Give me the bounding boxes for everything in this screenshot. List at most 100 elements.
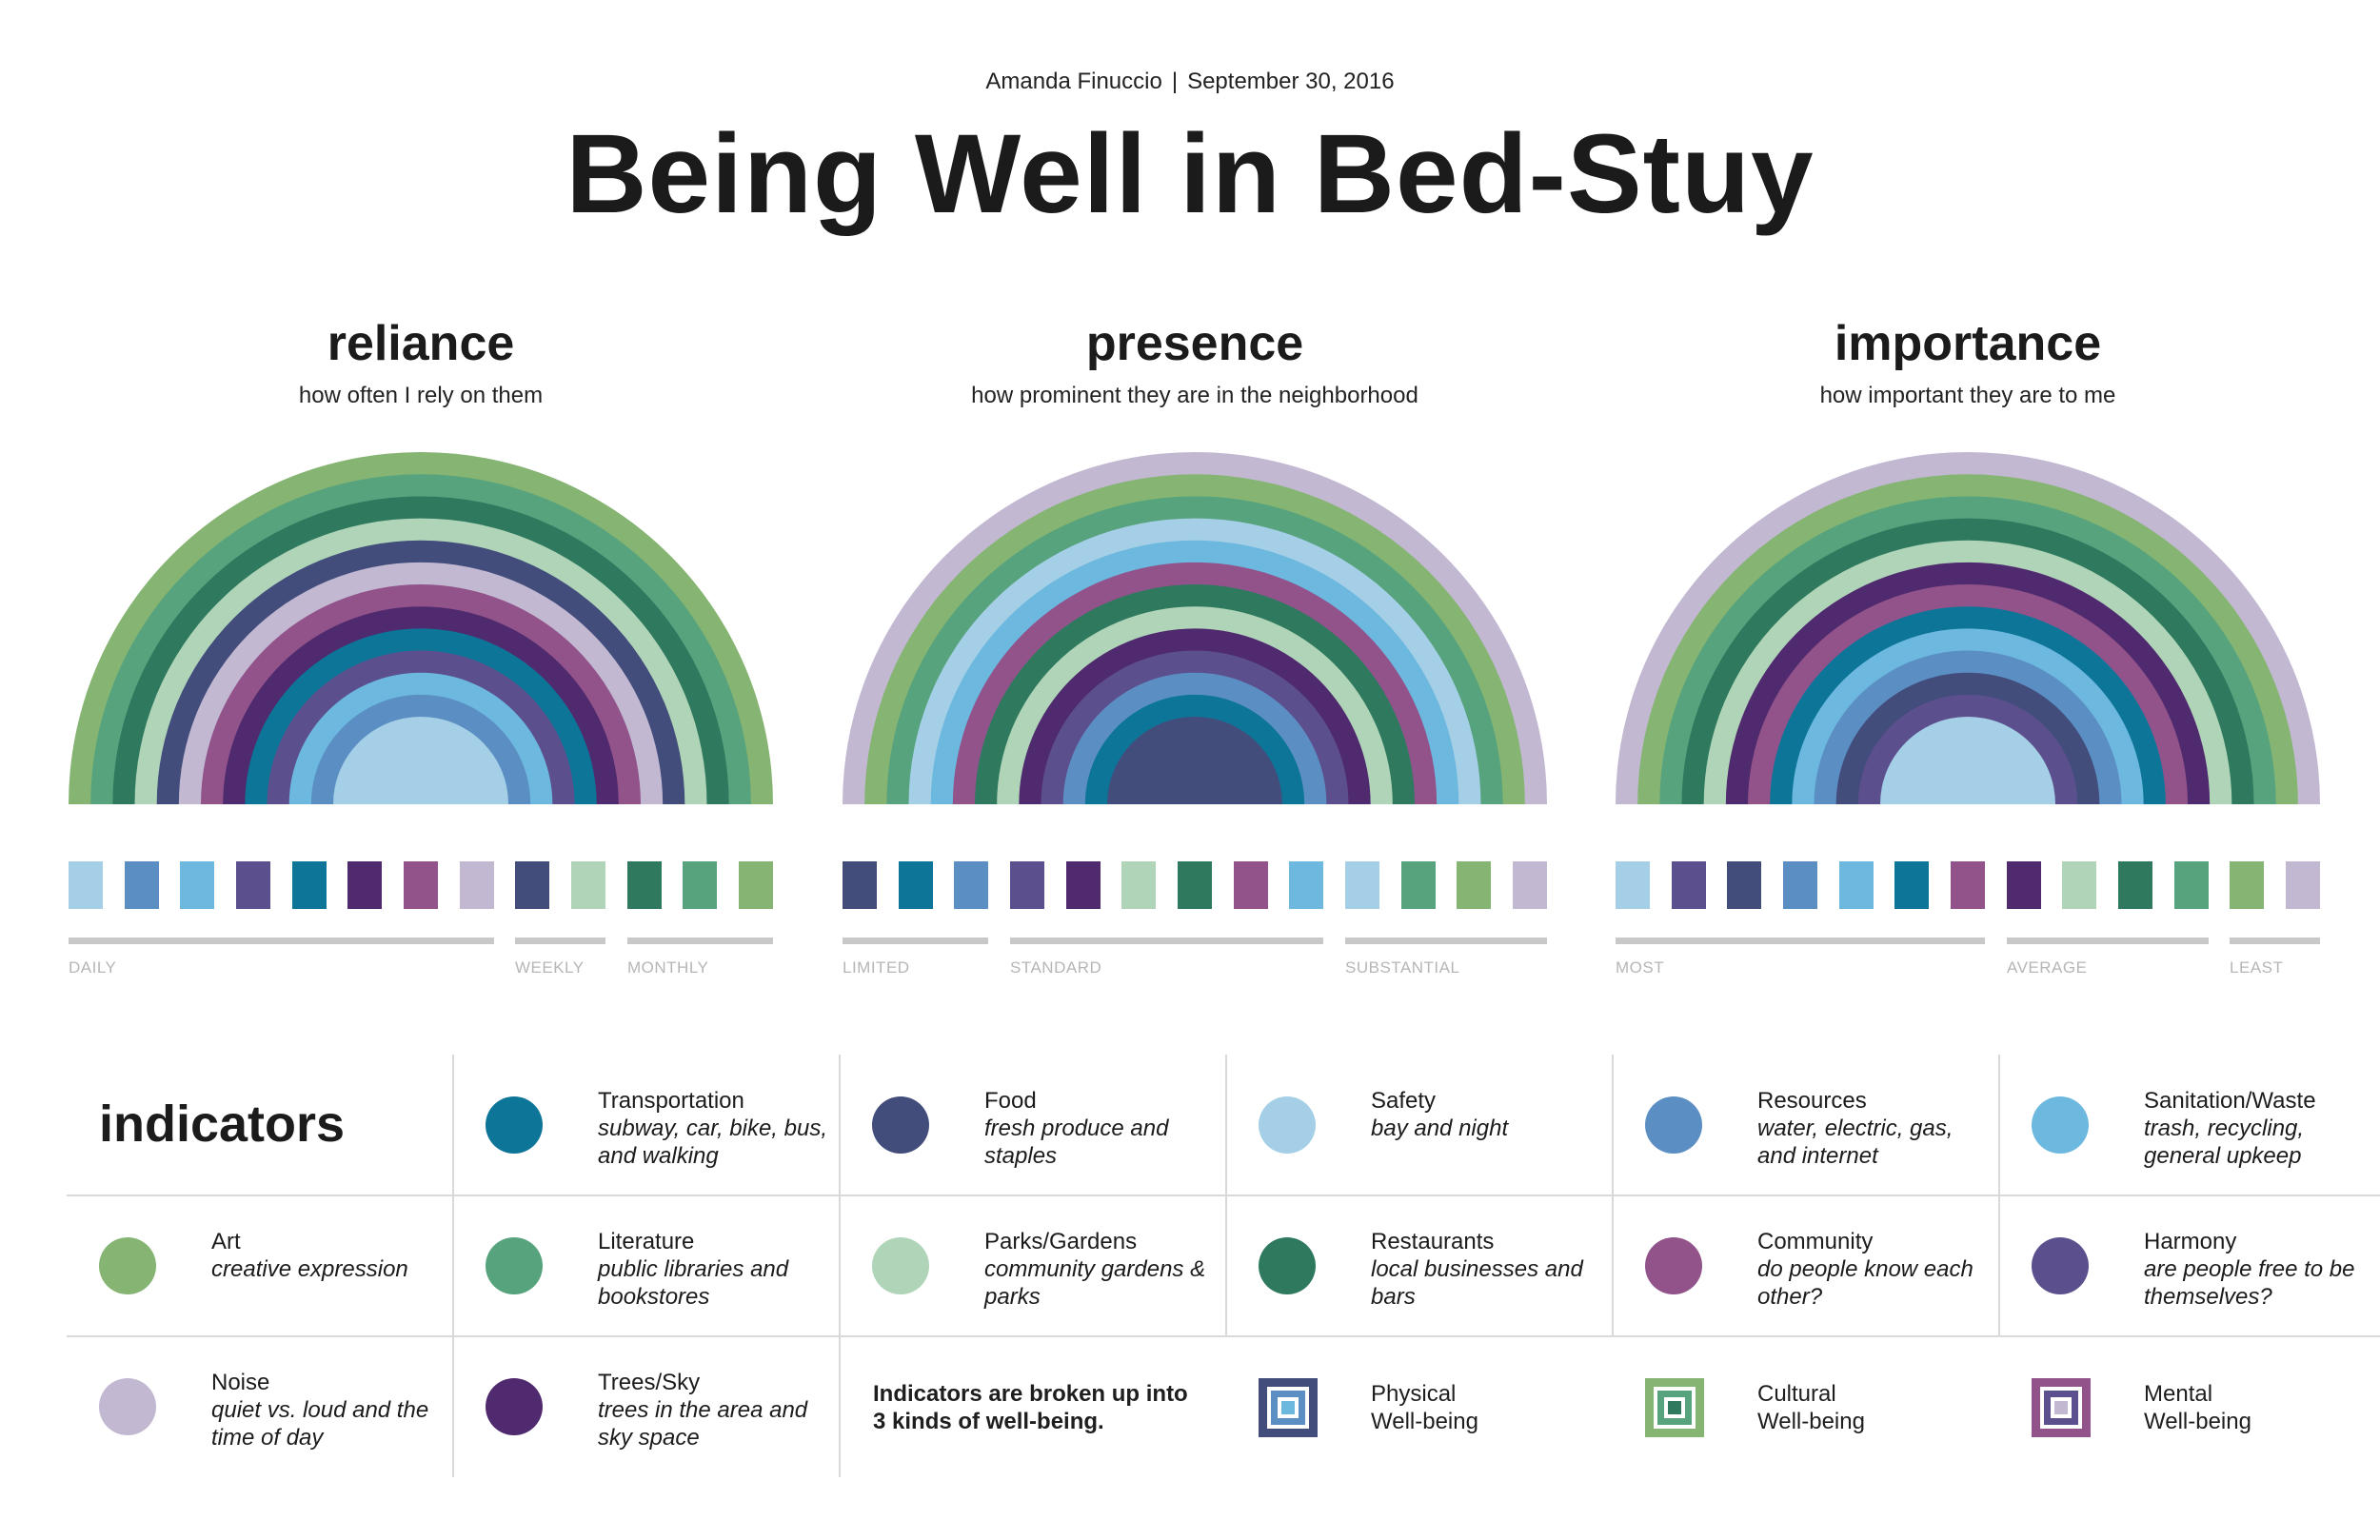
scale-bar — [515, 938, 605, 944]
food-indicator: Food fresh produce and staples — [840, 1055, 1226, 1195]
panel-title: importance — [1834, 316, 2102, 371]
panel-subtitle: how prominent they are in the neighborho… — [971, 383, 1418, 408]
community-swatch — [1951, 861, 1985, 909]
panel-title: presence — [1085, 316, 1304, 371]
indicator-description: trees in the area and sky space — [598, 1397, 808, 1451]
safety-indicator: Safety bay and night — [1226, 1055, 1613, 1195]
scale-bar — [843, 938, 988, 944]
literature-swatch — [1401, 861, 1436, 909]
trees-indicator: Trees/Sky trees in the area and sky space — [453, 1336, 840, 1477]
parks-indicator: Parks/Gardens community gardens & parks — [840, 1195, 1226, 1336]
literature-swatch — [683, 861, 717, 909]
indicator-description: bay and night — [1371, 1116, 1509, 1141]
transportation-dot-icon — [486, 1096, 543, 1154]
indicator-name: Art — [211, 1229, 241, 1254]
indicator-name: Transportation — [598, 1088, 744, 1114]
reliance-panel: reliance how often I rely on them DAILY W… — [69, 314, 773, 990]
community-swatch — [1234, 861, 1268, 909]
scale-label: LEAST — [2230, 958, 2284, 977]
importance-panel: importance how important they are to me … — [1616, 314, 2320, 990]
sanitation-indicator: Sanitation/Waste trash, recycling, genera… — [1999, 1055, 2380, 1195]
scale-label: WEEKLY — [515, 958, 585, 977]
trees-swatch — [347, 861, 382, 909]
byline-separator: | — [1171, 69, 1179, 94]
trees-dot-icon — [486, 1378, 543, 1435]
indicator-description: fresh produce and staples — [984, 1116, 1169, 1169]
indicator-description: public libraries and bookstores — [598, 1256, 789, 1310]
presence-swatch-row — [843, 861, 1547, 909]
food-dot-icon — [872, 1096, 929, 1154]
panel-subtitle: how often I rely on them — [298, 383, 544, 408]
resources-indicator: Resources water, electric, gas, and inter… — [1613, 1055, 1999, 1195]
grid-divider — [67, 1194, 2380, 1196]
mental-wellbeing-icon — [2032, 1378, 2091, 1437]
literature-dot-icon — [486, 1237, 543, 1294]
scale-bar — [1616, 938, 1985, 944]
indicator-name: Literature — [598, 1229, 695, 1254]
indicator-description: local businesses and bars — [1371, 1256, 1583, 1310]
noise-swatch — [460, 861, 494, 909]
panel-title: reliance — [327, 316, 515, 371]
scale-label: STANDARD — [1010, 958, 1102, 977]
resources-dot-icon — [1645, 1096, 1702, 1154]
transportation-swatch — [1894, 861, 1929, 909]
sanitation-swatch — [1839, 861, 1874, 909]
safety-swatch — [69, 861, 103, 909]
indicators-heading-cell: indicators — [67, 1055, 453, 1195]
scale-bar — [69, 938, 494, 944]
sanitation-swatch — [180, 861, 214, 909]
safety-dot-icon — [1259, 1096, 1316, 1154]
byline: Amanda Finuccio | September 30, 2016 — [0, 69, 2380, 95]
cultural-wellbeing-label: Cultural Well-being — [1757, 1381, 1865, 1434]
safety-arc — [333, 717, 508, 804]
art-dot-icon — [99, 1237, 156, 1294]
art-swatch — [739, 861, 773, 909]
author-name: Amanda Finuccio — [985, 69, 1162, 94]
art-swatch — [2230, 861, 2264, 909]
noise-dot-icon — [99, 1378, 156, 1435]
art-indicator: Art creative expression — [67, 1195, 453, 1336]
art-swatch — [1457, 861, 1491, 909]
safety-swatch — [1345, 861, 1379, 909]
safety-arc — [1880, 717, 2055, 804]
indicator-description: do people know each other? — [1757, 1256, 1973, 1310]
scale-label: MOST — [1616, 958, 1665, 977]
wellbeing-note-cell: Indicators are broken up into 3 kinds of… — [840, 1336, 1226, 1477]
indicator-name: Restaurants — [1371, 1229, 1495, 1254]
indicator-name: Trees/Sky — [598, 1370, 701, 1395]
indicator-description: creative expression — [211, 1256, 408, 1282]
indicators-legend: indicators Transportation subway, car, bi… — [67, 1055, 2380, 1479]
noise-indicator: Noise quiet vs. loud and the time of day — [67, 1336, 453, 1477]
parks-swatch — [2062, 861, 2096, 909]
scale-label: MONTHLY — [627, 958, 709, 977]
indicator-name: Harmony — [2144, 1229, 2237, 1254]
indicator-name: Community — [1757, 1229, 1874, 1254]
cultural-wellbeing: Cultural Well-being — [1613, 1336, 1999, 1477]
noise-swatch — [1513, 861, 1547, 909]
food-arc — [1107, 717, 1282, 804]
restaurants-swatch — [627, 861, 662, 909]
harmony-dot-icon — [2032, 1237, 2089, 1294]
noise-swatch — [2286, 861, 2320, 909]
harmony-swatch — [1672, 861, 1706, 909]
food-swatch — [515, 861, 549, 909]
mental-wellbeing: Mental Well-being — [1999, 1336, 2380, 1477]
physical-wellbeing: Physical Well-being — [1226, 1336, 1613, 1477]
grid-divider — [452, 1055, 454, 1477]
trees-swatch — [2007, 861, 2041, 909]
indicator-description: water, electric, gas, and internet — [1757, 1116, 1954, 1169]
resources-swatch — [1783, 861, 1817, 909]
food-swatch — [1727, 861, 1761, 909]
restaurants-indicator: Restaurants local businesses and bars — [1226, 1195, 1613, 1336]
community-indicator: Community do people know each other? — [1613, 1195, 1999, 1336]
importance-rainbow — [1616, 452, 2320, 804]
harmony-swatch — [1010, 861, 1044, 909]
resources-swatch — [125, 861, 159, 909]
harmony-indicator: Harmony are people free to be themselves? — [1999, 1195, 2380, 1336]
scale-label: LIMITED — [843, 958, 910, 977]
food-swatch — [843, 861, 877, 909]
transportation-swatch — [292, 861, 327, 909]
indicator-description: quiet vs. loud and the time of day — [211, 1397, 429, 1451]
reliance-swatch-row — [69, 861, 773, 909]
scale-bar — [1010, 938, 1323, 944]
